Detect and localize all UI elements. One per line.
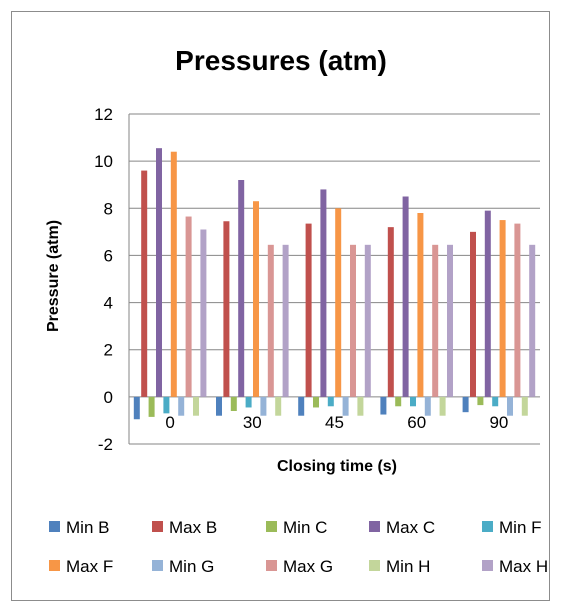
bar-max-h (282, 244, 289, 397)
y-axis-title: Pressure (atm) (45, 220, 62, 332)
bar-min-g (507, 396, 513, 416)
legend-swatch (482, 521, 493, 532)
chart: Pressures (atm) -2 0 2 4 6 8 10 12 0 30 45 60 90 Pre… (45, 45, 548, 576)
y-tick-label: 8 (104, 199, 113, 218)
x-tick-label: 0 (165, 413, 174, 432)
bar-min-c (313, 396, 319, 408)
bar-min-h (439, 396, 446, 416)
legend-label: Max G (283, 557, 333, 576)
legend-swatch (152, 521, 163, 532)
chart-frame: Pressures (atm) -2 0 2 4 6 8 10 12 0 30 45 60 90 Pre… (11, 11, 550, 601)
legend-swatch (369, 521, 380, 532)
bar-min-f (410, 396, 416, 407)
bar-max-c (238, 180, 245, 397)
y-tick-label: 10 (94, 152, 113, 171)
legend-label: Min H (386, 557, 430, 576)
bar-max-b (470, 231, 476, 397)
bar-min-f (245, 396, 252, 408)
bar-min-c (395, 396, 402, 407)
bar-max-c (320, 189, 327, 397)
y-tick-label: 12 (94, 105, 113, 124)
bar-max-f (335, 208, 342, 397)
bar-max-g (267, 244, 274, 397)
legend-swatch (49, 521, 60, 532)
bar-min-g (424, 396, 431, 416)
bar-max-g (185, 216, 192, 397)
legend-swatch (266, 560, 277, 571)
legend-swatch (152, 560, 163, 571)
bar-max-b (223, 221, 230, 397)
legend-label: Min G (169, 557, 214, 576)
x-tick-label: 30 (243, 413, 262, 432)
legend-swatch (369, 560, 380, 571)
bar-max-g (432, 244, 439, 397)
bar-min-g (342, 396, 349, 416)
y-tick-label: 4 (104, 294, 113, 313)
bar-min-g (178, 396, 185, 416)
bar-max-b (305, 223, 312, 397)
legend-label: Min F (499, 518, 542, 537)
legend-label: Max F (66, 557, 113, 576)
x-tick-label: 45 (325, 413, 344, 432)
bar-max-g (514, 223, 521, 397)
bar-min-f (327, 396, 334, 407)
bar-max-h (529, 244, 536, 397)
bar-min-f (492, 396, 499, 407)
x-tick-label: 60 (407, 413, 426, 432)
bar-max-f (170, 151, 177, 397)
bar-max-f (499, 220, 506, 397)
y-tick-label: -2 (98, 435, 113, 454)
legend-label: Max B (169, 518, 217, 537)
bar-max-c (156, 148, 162, 397)
y-tick-label: 0 (104, 388, 113, 407)
legend-label: Min B (66, 518, 109, 537)
bar-max-b (141, 170, 148, 397)
bar-min-f (163, 396, 170, 414)
bar-min-c (230, 396, 237, 411)
bar-min-b (298, 396, 305, 416)
legend-swatch (49, 560, 60, 571)
axes: -2 0 2 4 6 8 10 12 0 30 45 60 90 (94, 105, 508, 454)
y-tick-label: 2 (104, 341, 113, 360)
x-axis-title: Closing time (s) (277, 458, 397, 475)
bar-max-c (402, 196, 409, 397)
bar-min-c (477, 396, 484, 406)
bar-max-g (350, 244, 356, 397)
legend-swatch (482, 560, 493, 571)
bar-min-h (193, 396, 199, 416)
bar-min-h (357, 396, 364, 416)
bar-min-b (462, 396, 469, 413)
bar-max-h (200, 229, 207, 397)
legend: Min B Max B Min C Max C Min F Max F Min G Max G… (49, 518, 548, 576)
chart-title: Pressures (atm) (175, 45, 387, 76)
bar-max-f (417, 213, 424, 397)
legend-label: Max C (386, 518, 435, 537)
y-tick-label: 6 (104, 246, 113, 265)
bar-max-f (253, 201, 259, 397)
bar-min-b (216, 396, 222, 416)
bar-min-c (148, 396, 155, 417)
bar-max-h (447, 244, 453, 397)
bar-min-h (521, 396, 528, 416)
legend-label: Min C (283, 518, 327, 537)
bar-min-b (380, 396, 387, 415)
bars (133, 148, 536, 420)
bar-min-h (275, 396, 282, 416)
legend-label: Max H (499, 557, 548, 576)
x-tick-label: 90 (489, 413, 508, 432)
bar-min-g (260, 396, 267, 416)
bar-max-c (484, 210, 491, 397)
bar-max-b (387, 227, 394, 397)
legend-swatch (266, 521, 277, 532)
bar-max-h (364, 244, 371, 397)
bar-min-b (133, 396, 140, 420)
